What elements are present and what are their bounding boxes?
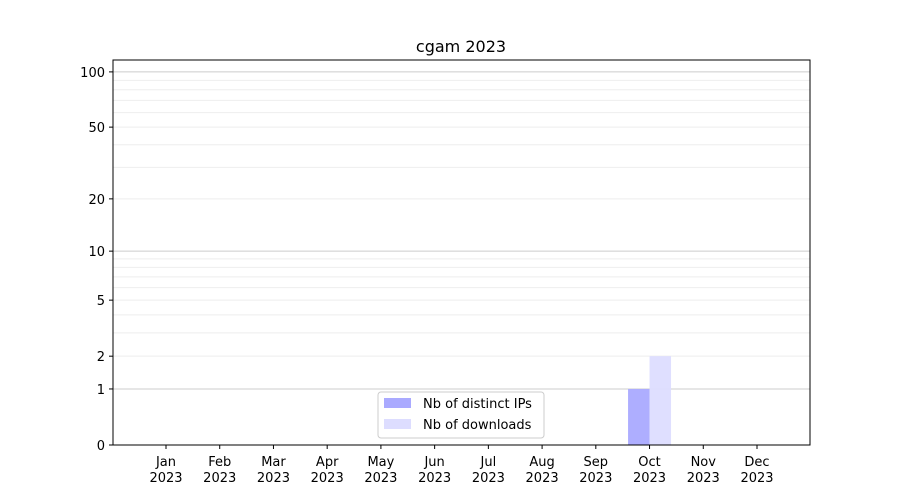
x-tick-label: Nov 2023: [687, 455, 720, 486]
legend-box: [377, 391, 545, 439]
x-tick-label: Jul 2023: [472, 455, 505, 486]
legend-swatch: [384, 398, 411, 408]
bar-nb-of-distinct-ips: [628, 388, 650, 445]
plot-frame: [112, 59, 811, 446]
x-tick-label: Oct 2023: [633, 455, 666, 486]
x-tick-label: Sep 2023: [579, 455, 612, 486]
y-tick-label: 2: [97, 350, 105, 365]
legend-label: Nb of distinct IPs: [423, 397, 532, 412]
legend: Nb of distinct IPs Nb of downloads: [377, 391, 545, 439]
y-tick-label: 50: [88, 121, 105, 136]
x-tick-label: Aug 2023: [526, 455, 559, 486]
y-tick-label: 5: [97, 294, 105, 309]
y-tick-label: 100: [80, 66, 105, 81]
x-tick-label: Jun 2023: [418, 455, 451, 486]
x-tick-label: Apr 2023: [311, 455, 344, 486]
chart-title: cgam 2023: [416, 37, 506, 56]
y-tick-label: 1: [97, 383, 105, 398]
legend-swatch: [384, 419, 411, 429]
legend-label: Nb of downloads: [423, 418, 532, 433]
x-tick-label: Jan 2023: [149, 455, 182, 486]
x-tick-label: May 2023: [364, 455, 397, 486]
y-tick-label: 20: [88, 193, 105, 208]
x-tick-label: Feb 2023: [203, 455, 236, 486]
bar-nb-of-downloads: [649, 356, 672, 445]
x-tick-label: Dec 2023: [740, 455, 773, 486]
y-tick-label: 10: [88, 245, 105, 260]
y-tick-label: 0: [97, 439, 105, 454]
x-tick-label: Mar 2023: [257, 455, 290, 486]
